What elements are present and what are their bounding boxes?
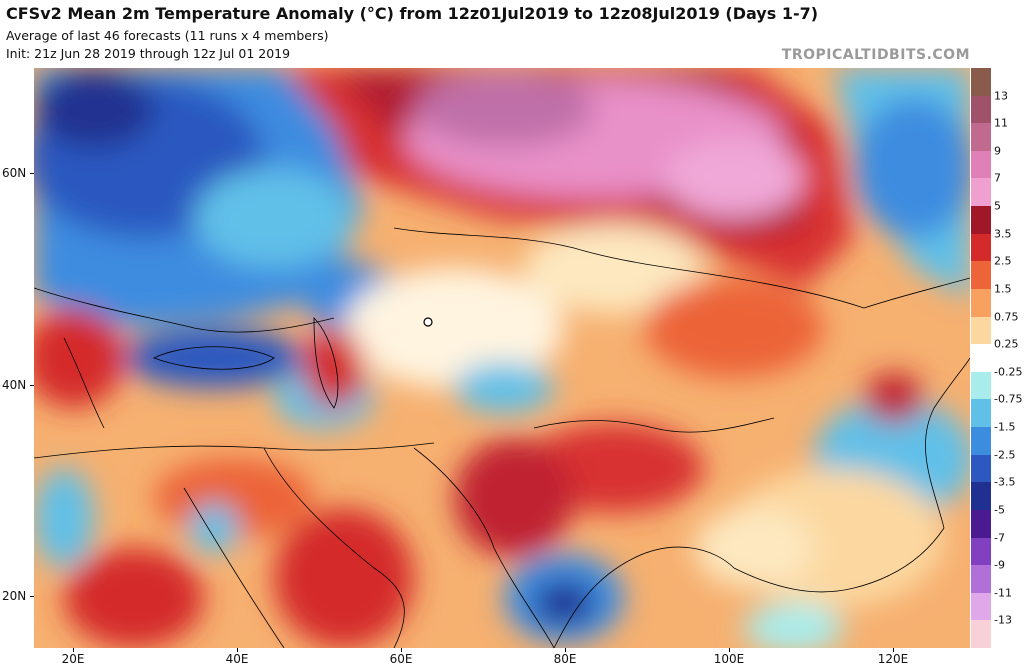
- colorbar-label: -5: [994, 503, 1005, 517]
- lat-label-20n: 20N: [2, 589, 27, 603]
- colorbar-label: -3.5: [994, 475, 1016, 489]
- colorbar-label: 3.5: [994, 227, 1012, 241]
- colorbar: [971, 68, 991, 649]
- lat-tick: [30, 173, 34, 174]
- colorbar-cell: [971, 233, 991, 262]
- map-title: CFSv2 Mean 2m Temperature Anomaly (°C) f…: [6, 4, 819, 23]
- colorbar-cell: [971, 565, 991, 594]
- colorbar-cell: [971, 371, 991, 400]
- coastlines: [34, 227, 970, 648]
- lat-tick: [30, 385, 34, 386]
- colorbar-cell: [971, 68, 991, 97]
- lon-tick: [565, 648, 566, 652]
- colorbar-label: -2.5: [994, 448, 1016, 462]
- colorbar-label: 2.5: [994, 254, 1012, 268]
- colorbar-cell: [971, 454, 991, 483]
- colorbar-cell: [971, 178, 991, 207]
- lon-tick: [893, 648, 894, 652]
- colorbar-label: -0.25: [994, 365, 1023, 379]
- colorbar-label: 9: [994, 144, 1001, 158]
- lon-tick: [237, 648, 238, 652]
- colorbar-cell: [971, 537, 991, 566]
- colorbar-label: -13: [994, 613, 1012, 627]
- anomaly-map: [34, 68, 970, 648]
- map-subtitle: Average of last 46 forecasts (11 runs x …: [6, 28, 329, 43]
- lon-label-120e: 120E: [877, 652, 909, 666]
- lat-label-60n: 60N: [2, 166, 27, 180]
- colorbar-label: 1.5: [994, 282, 1012, 296]
- lon-label-60e: 60E: [389, 652, 413, 666]
- colorbar-label: -1.5: [994, 420, 1016, 434]
- lon-label-100e: 100E: [713, 652, 745, 666]
- colorbar-label: -0.75: [994, 392, 1023, 406]
- colorbar-cell: [971, 620, 991, 649]
- colorbar-label: 0.25: [994, 337, 1019, 351]
- colorbar-cell: [971, 123, 991, 152]
- colorbar-cell: [971, 509, 991, 538]
- colorbar-cell: [971, 95, 991, 124]
- colorbar-label: 7: [994, 171, 1001, 185]
- colorbar-cell: [971, 316, 991, 345]
- lon-label-40e: 40E: [225, 652, 249, 666]
- lon-tick: [73, 648, 74, 652]
- colorbar-cell: [971, 150, 991, 179]
- colorbar-cell: [971, 482, 991, 511]
- lon-label-80e: 80E: [553, 652, 577, 666]
- lon-label-20e: 20E: [61, 652, 85, 666]
- lat-tick: [30, 596, 34, 597]
- init-time: Init: 21z Jun 28 2019 through 12z Jul 01…: [6, 46, 291, 61]
- colorbar-label: 11: [994, 116, 1008, 130]
- colorbar-cell: [971, 288, 991, 318]
- anomaly-field: [34, 68, 970, 648]
- lon-tick: [729, 648, 730, 652]
- colorbar-label: -11: [994, 586, 1012, 600]
- colorbar-label: -7: [994, 531, 1005, 545]
- colorbar-cell: [971, 344, 991, 373]
- colorbar-label: 5: [994, 199, 1001, 213]
- colorbar-label: 13: [994, 89, 1008, 103]
- lat-label-40n: 40N: [2, 378, 27, 392]
- brand-watermark: TROPICALTIDBITS.COM: [781, 47, 970, 63]
- marker-circle: [423, 317, 433, 327]
- colorbar-cell: [971, 592, 991, 621]
- colorbar-cell: [971, 399, 991, 428]
- colorbar-cell: [971, 427, 991, 456]
- colorbar-cell: [971, 261, 991, 290]
- colorbar-cell: [971, 206, 991, 235]
- colorbar-label: -9: [994, 558, 1005, 572]
- lon-tick: [401, 648, 402, 652]
- colorbar-label: 0.75: [994, 310, 1019, 324]
